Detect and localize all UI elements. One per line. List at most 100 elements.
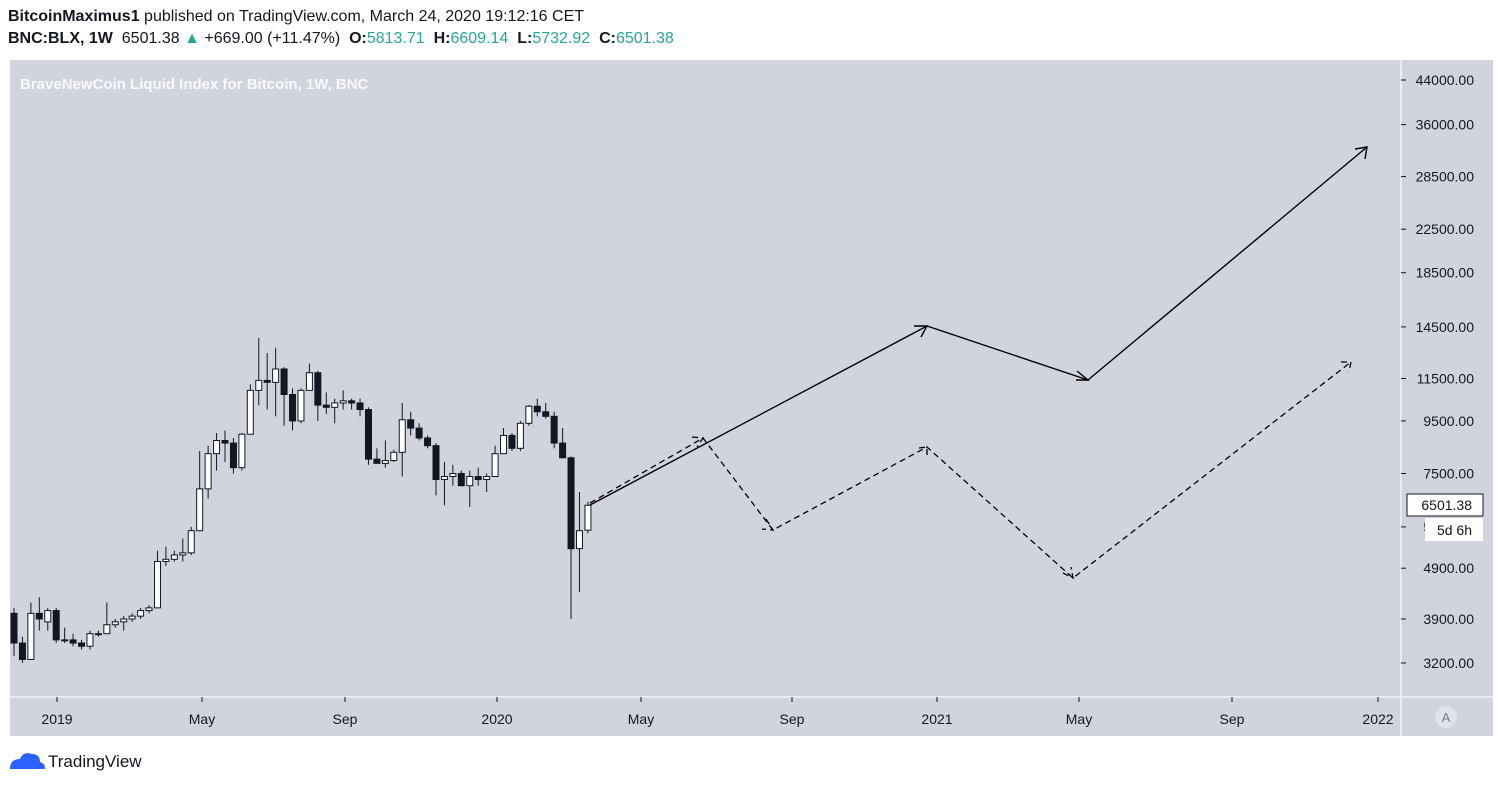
candle-body — [103, 624, 111, 635]
ohlc-line: BNC:BLX, 1W 6501.38 ▲ +669.00 (+11.47%) … — [8, 28, 674, 50]
x-tick-label: May — [628, 711, 654, 727]
c-value: 6501.38 — [615, 30, 674, 47]
candle-body — [550, 415, 558, 444]
candle-body — [348, 400, 356, 404]
candle-body — [289, 393, 297, 422]
candle-body — [331, 402, 339, 408]
price-label-box — [1406, 493, 1484, 517]
candle-body — [111, 621, 119, 626]
candle-body — [339, 400, 347, 404]
auto-scale-label[interactable]: A — [1442, 710, 1451, 725]
projection-solid — [589, 146, 1368, 506]
candle-body — [297, 389, 305, 422]
plot-background — [10, 60, 1493, 736]
candle-body — [263, 379, 271, 383]
x-tick-label: 2019 — [41, 711, 72, 727]
o-value: 5813.71 — [366, 30, 425, 47]
candle-body — [322, 404, 330, 408]
y-tick-label: 14500.00 — [1416, 319, 1475, 335]
x-tick-label: Sep — [1220, 711, 1245, 727]
candle-body — [415, 427, 423, 439]
c-label: C: — [599, 30, 616, 47]
candle-body — [61, 639, 69, 642]
candle-body — [305, 372, 313, 391]
candle-body — [52, 610, 60, 641]
candle-body — [196, 488, 204, 532]
l-label: L: — [517, 30, 533, 47]
candle-body — [500, 434, 508, 455]
candle-body — [525, 405, 533, 424]
projection-line — [589, 146, 1368, 506]
candle-body — [137, 610, 145, 617]
h-value: 6609.14 — [450, 30, 509, 47]
candle-body — [18, 642, 26, 661]
candle-body — [398, 419, 406, 453]
y-tick-label: 11500.00 — [1417, 370, 1475, 386]
arrowhead — [691, 436, 705, 448]
candle-body — [373, 458, 381, 464]
candle-body — [584, 504, 592, 531]
candle-body — [280, 368, 288, 395]
candle-body — [255, 379, 263, 391]
logo: TradingView — [10, 752, 142, 771]
candle-body — [508, 434, 516, 449]
y-tick-label: 7500.00 — [1423, 466, 1474, 482]
candle-body — [432, 445, 440, 481]
y-tick-label: 22500.00 — [1416, 221, 1475, 237]
candle-body — [238, 433, 246, 469]
o-label: O: — [349, 30, 367, 47]
candle-body — [567, 457, 575, 550]
projection-dashed — [589, 361, 1352, 580]
candle-body — [542, 411, 550, 417]
up-icon: ▲ — [184, 30, 200, 47]
chart-title: BraveNewCoin Liquid Index for Bitcoin, 1… — [20, 76, 369, 93]
l-value: 5732.92 — [532, 30, 591, 47]
projection-line — [589, 361, 1352, 579]
candle-body — [229, 442, 237, 469]
candle-body — [364, 409, 372, 460]
x-tick-label: 2022 — [1362, 711, 1393, 727]
arrowhead — [1062, 566, 1074, 580]
candle-body — [424, 437, 432, 447]
auto-scale-button[interactable] — [1435, 706, 1457, 728]
header: BitcoinMaximus1 published on TradingView… — [8, 6, 674, 50]
candle-body — [204, 453, 212, 490]
candle-body — [69, 639, 77, 644]
y-tick-label: 28500.00 — [1416, 169, 1475, 185]
y-tick-label: 9500.00 — [1423, 413, 1474, 429]
author: BitcoinMaximus1 — [8, 8, 140, 25]
change: +669.00 (+11.47%) — [204, 30, 341, 47]
x-tick-label: May — [189, 711, 215, 727]
y-tick-label: 36000.00 — [1416, 117, 1475, 133]
published: published on TradingView.com, March 24, … — [144, 8, 585, 25]
candle-body — [407, 419, 415, 429]
candle-body — [221, 440, 229, 444]
h-label: H: — [433, 30, 451, 47]
candle-body — [128, 615, 136, 620]
candle-body — [94, 633, 102, 636]
candle-body — [35, 612, 43, 620]
logo-icon — [10, 753, 45, 769]
y-tick-label: 44000.00 — [1416, 72, 1475, 88]
arrowhead — [1076, 370, 1090, 381]
logo-text: TradingView — [48, 752, 142, 771]
price-label: 6501.38 — [1421, 497, 1472, 513]
candle-body — [440, 476, 448, 481]
arrowhead — [918, 446, 928, 457]
arrowhead — [914, 325, 929, 338]
x-tick-label: Sep — [780, 711, 805, 727]
candle-body — [162, 558, 170, 562]
candle-body — [533, 405, 541, 413]
candle-body — [179, 552, 187, 556]
candle-body — [356, 402, 364, 411]
candle-body — [27, 612, 35, 661]
candle-body — [491, 453, 499, 478]
candle-body — [153, 560, 161, 609]
x-axis: 2019 May Sep 2020 May Sep 2021 May Sep 2022 — [41, 697, 1394, 727]
arrowhead — [1354, 146, 1368, 160]
candle-body — [516, 422, 524, 449]
candle-body — [213, 440, 221, 455]
symbol: BNC:BLX, 1W — [8, 30, 113, 47]
